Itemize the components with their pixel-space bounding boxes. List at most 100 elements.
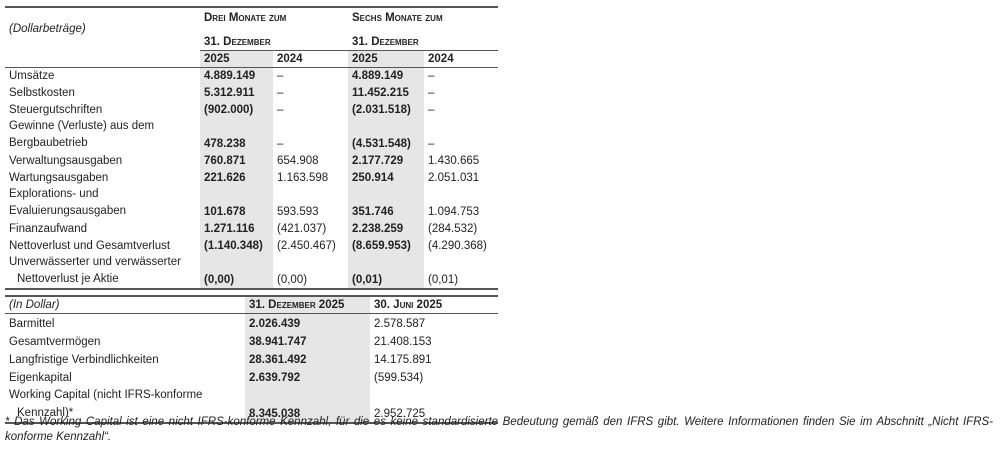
cell-value: (2.450.467)	[277, 240, 336, 252]
row-label-line: Explorations- und	[9, 188, 99, 200]
table-row: Explorations- und Evaluierungsausgaben 101…	[5, 186, 498, 220]
row-label: Barmittel	[9, 317, 55, 330]
row-label-line: Working Capital (nicht IFRS-konforme	[9, 388, 203, 401]
row-label: Langfristige Verbindlichkeiten	[9, 353, 159, 366]
cell-value: 250.914	[348, 169, 425, 186]
cell-value: 5.312.911	[200, 84, 273, 101]
row-label: Working Capital (nicht IFRS-konforme Kenn…	[5, 386, 245, 423]
cell-value: (0,01)	[348, 254, 425, 289]
column-header: 31. Dezember 2025	[245, 296, 370, 314]
row-label: Explorations- und Evaluierungsausgaben	[5, 186, 200, 220]
cell-value: 2.238.259	[348, 220, 425, 237]
cell-value: –	[428, 70, 435, 82]
cell-value: –	[428, 87, 435, 99]
cell-value: 4.889.149	[348, 67, 425, 84]
group1-date: 31. Dezember	[200, 27, 349, 51]
group2-date: 31. Dezember	[348, 27, 499, 51]
cell-value: (0,01)	[428, 274, 459, 286]
table-row: Barmittel 2.026.439 2.578.587	[5, 313, 498, 332]
cell-value: –	[277, 70, 284, 82]
cell-value: (421.037)	[277, 223, 327, 235]
cell-value: 654.908	[277, 155, 319, 167]
row-label: Steuergutschriften	[9, 104, 103, 116]
table-row: Unverwässerter und verwässerter Nettoverl…	[5, 254, 498, 289]
unit-label: (In Dollar)	[5, 296, 245, 314]
cell-value: –	[277, 87, 284, 99]
cell-value: 2.026.439	[245, 313, 370, 332]
footnote: * Das Working Capital ist eine nicht IFR…	[5, 416, 993, 443]
cell-value: 2.051.031	[428, 172, 480, 184]
cell-value: 1.271.116	[200, 220, 273, 237]
row-label: Umsätze	[9, 70, 55, 82]
column-header: 30. Juni 2025	[370, 296, 498, 314]
row-label: Verwaltungsausgaben	[9, 155, 123, 167]
cell-value: (2.031.518)	[348, 101, 425, 118]
cell-value: 8.345.038	[245, 385, 370, 423]
cell-value: 28.361.492	[245, 349, 370, 368]
row-label: Selbstkosten	[9, 87, 75, 99]
table-row: Working Capital (nicht IFRS-konforme Kenn…	[5, 385, 498, 423]
table-row: Nettoverlust und Gesamtverlust (1.140.348…	[5, 237, 498, 254]
cell-value: 2.952.725	[374, 407, 426, 420]
cell-value: 2.639.792	[245, 367, 370, 386]
cell-value: 21.408.153	[374, 335, 432, 348]
group2-title: Sechs Monate zum	[352, 12, 443, 24]
cell-value: (1.140.348)	[200, 237, 273, 254]
table-row: Steuergutschriften (902.000) – (2.031.518) –	[5, 101, 498, 118]
row-label-line: Kennzahl)*	[17, 406, 74, 419]
cell-value: (902.000)	[200, 101, 273, 118]
table-row: Langfristige Verbindlichkeiten 28.361.492…	[5, 349, 498, 368]
year-header: 2024	[273, 50, 349, 68]
table-row: Gesamtvermögen 38.941.747 21.408.153	[5, 331, 498, 350]
cell-value: 1.094.753	[428, 206, 480, 218]
row-label: Gewinne (Verluste) aus dem Bergbaubetrieb	[5, 118, 200, 152]
cell-value: –	[277, 138, 284, 150]
cell-value: 221.626	[200, 169, 273, 186]
cell-value: 4.889.149	[200, 67, 273, 84]
cell-value: (4.531.548)	[348, 118, 425, 152]
row-label: Gesamtvermögen	[9, 335, 101, 348]
cell-value: (4.290.368)	[428, 240, 487, 252]
cell-value: 1.430.665	[428, 155, 480, 167]
cell-value: –	[277, 104, 284, 116]
row-label: Wartungsausgaben	[9, 172, 109, 184]
row-label: Finanzaufwand	[9, 223, 87, 235]
row-label-line: Unverwässerter und verwässerter	[9, 256, 181, 268]
cell-value: (8.659.953)	[348, 237, 425, 254]
year-header: 2025	[200, 50, 273, 68]
row-label-line: Evaluierungsausgaben	[9, 205, 127, 217]
cell-value: (599.534)	[374, 371, 424, 384]
year-header: 2024	[424, 50, 499, 68]
cell-value: 1.163.598	[277, 172, 329, 184]
unit-label: (Dollarbeträge)	[9, 23, 86, 35]
row-label: Unverwässerter und verwässerter Nettoverl…	[5, 254, 200, 289]
group1-title: Drei Monate zum	[204, 12, 287, 24]
cell-value: 478.238	[200, 118, 273, 152]
row-label: Nettoverlust und Gesamtverlust	[9, 240, 171, 252]
cell-value: –	[428, 138, 435, 150]
cell-value: (0,00)	[277, 274, 308, 286]
table-row: Verwaltungsausgaben 760.871 654.908 2.177.7…	[5, 152, 498, 169]
table-row: Gewinne (Verluste) aus dem Bergbaubetrieb…	[5, 118, 498, 152]
row-label-line: Bergbaubetrieb	[9, 137, 88, 149]
cell-value: 760.871	[200, 152, 273, 169]
cell-value: 14.175.891	[374, 353, 432, 366]
cell-value: 101.678	[200, 186, 273, 220]
cell-value: 11.452.215	[348, 84, 425, 101]
income-statement-table: (Dollarbeträge) Drei Monate zum Sechs Mo…	[5, 6, 499, 290]
cell-value: 2.578.587	[374, 317, 426, 330]
table-row: Wartungsausgaben 221.626 1.163.598 250.914 2…	[5, 169, 498, 186]
cell-value: –	[428, 104, 435, 116]
table-row: Selbstkosten 5.312.911–11.452.215–	[5, 84, 498, 101]
cell-value: (0,00)	[200, 254, 273, 289]
row-label-line: Nettoverlust je Aktie	[17, 273, 119, 285]
year-header: 2025	[348, 50, 425, 68]
cell-value: 2.177.729	[348, 152, 425, 169]
cell-value: (284.532)	[428, 223, 478, 235]
balance-sheet-table: (In Dollar) 31. Dezember 2025 30. Juni 2…	[5, 295, 498, 424]
row-label-line: Gewinne (Verluste) aus dem	[9, 120, 155, 132]
row-label: Eigenkapital	[9, 371, 72, 384]
table-row: Umsätze 4.889.149–4.889.149–	[5, 67, 498, 84]
cell-value: 351.746	[348, 186, 425, 220]
table-row: Eigenkapital 2.639.792 (599.534)	[5, 367, 498, 386]
